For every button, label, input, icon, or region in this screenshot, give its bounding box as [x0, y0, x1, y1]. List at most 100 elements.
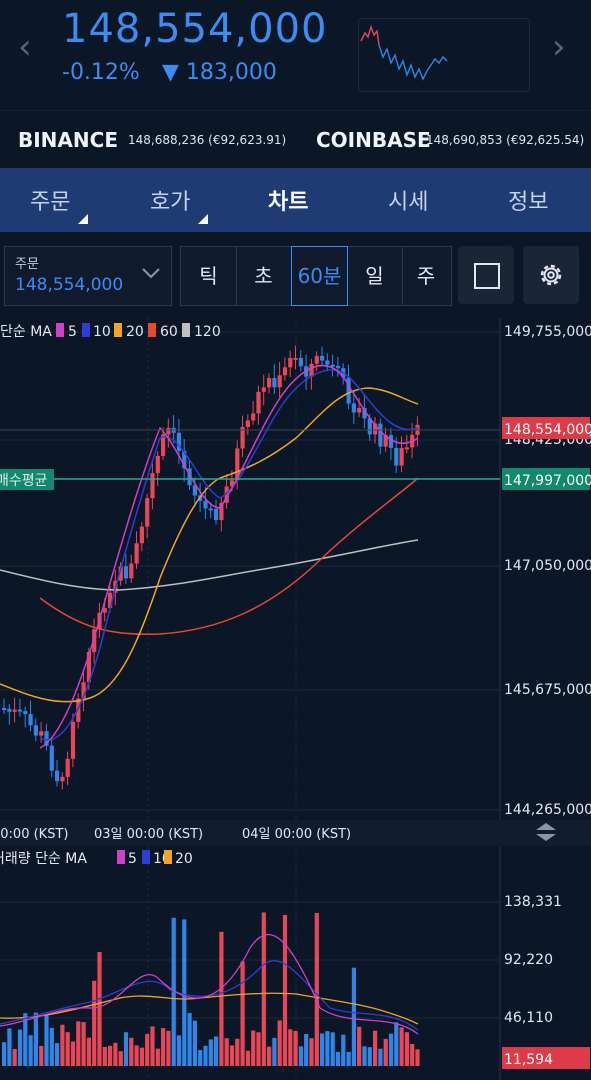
avg-buy-price-tag: 147,997,000 [504, 473, 591, 489]
vol-ma10-line [0, 960, 419, 1031]
volume-bar [404, 1032, 409, 1066]
vol-ma20-line [0, 992, 419, 1025]
price-tick: 147,050,000 [504, 558, 591, 574]
volume-bar [298, 1046, 303, 1066]
settings-button[interactable] [523, 246, 579, 304]
volume-bar [267, 1046, 272, 1066]
price-tick: 144,265,000 [504, 802, 591, 818]
candle [394, 447, 399, 466]
resize-handle-icon[interactable] [536, 823, 556, 841]
vol-ma5-label: 5 [128, 851, 137, 867]
candle [86, 652, 91, 683]
volume-bar [203, 1045, 208, 1066]
fullscreen-button[interactable] [458, 246, 514, 304]
candle [404, 447, 409, 450]
candle [76, 698, 81, 722]
ma120-line [0, 539, 419, 591]
volume-bar [214, 1036, 219, 1066]
volume-tick: 46,110 [504, 1010, 553, 1026]
chevron-down-icon [142, 268, 160, 279]
volume-bar [166, 1030, 171, 1066]
time-grid [147, 318, 297, 1078]
volume-bar [65, 1032, 70, 1066]
dropdown-corner-icon [198, 214, 208, 224]
candle [23, 711, 28, 715]
candle [298, 357, 303, 367]
candle [367, 418, 372, 435]
tab-info[interactable]: 정보 [508, 190, 549, 215]
tab-orderbook[interactable]: 호가 [150, 190, 191, 215]
candle [314, 355, 319, 364]
change-amount-wrap: ▼ 183,000 [162, 60, 277, 85]
volume-bar [272, 1037, 277, 1066]
current-price-tag: 148,554,000 [504, 422, 591, 438]
candle [309, 363, 314, 377]
candle [81, 682, 86, 699]
candle [176, 432, 182, 451]
candle [330, 364, 335, 367]
candle [2, 708, 7, 710]
candle [129, 563, 134, 579]
volume-bar [2, 1042, 7, 1066]
tab-order[interactable]: 주문 [30, 190, 71, 215]
volume-bar [415, 1049, 420, 1066]
volume-bar [235, 1038, 240, 1066]
candle [214, 508, 219, 521]
interval-tick[interactable]: 틱 [181, 247, 237, 305]
candle [288, 357, 293, 368]
candle [49, 745, 54, 771]
candle [261, 387, 266, 392]
candle [256, 391, 261, 414]
ma120-label: 120 [194, 324, 221, 340]
mini-price-chart[interactable] [358, 18, 530, 92]
volume-bar [17, 1029, 23, 1066]
ma60-label: 60 [160, 324, 178, 340]
ma20-swatch [114, 323, 122, 337]
candle [357, 408, 362, 413]
interval-60min[interactable]: 60분 [291, 246, 348, 306]
candle [219, 502, 224, 521]
volume-bar [341, 1034, 346, 1066]
volume-bar [145, 1033, 150, 1066]
interval-week[interactable]: 주 [416, 264, 436, 288]
tab-chart[interactable]: 차트 [268, 190, 309, 215]
exchange-value: 148,688,236 (€92,623.91) [128, 133, 287, 147]
volume-bar [335, 1051, 341, 1066]
vol-ma20-label: 20 [175, 851, 193, 867]
volume-bar [251, 1030, 256, 1066]
volume-bar [192, 1020, 197, 1066]
time-axis-bar [0, 820, 591, 846]
order-price-select[interactable]: 주문 148,554,000 [4, 246, 172, 306]
volume-bar [320, 1033, 325, 1066]
dropdown-corner-icon [78, 214, 88, 224]
volume-title: 거래량 단순 MA [0, 851, 87, 867]
volume-bar [229, 1045, 235, 1066]
prev-arrow-icon[interactable]: ‹ [18, 27, 32, 67]
tab-market[interactable]: 시세 [388, 190, 429, 215]
ma10-swatch [82, 323, 90, 337]
interval-second[interactable]: 초 [236, 247, 292, 305]
volume-bar [182, 919, 187, 1066]
candle [65, 758, 70, 777]
volume-bar [39, 1045, 44, 1066]
volume-bar [60, 1024, 65, 1066]
ma60-swatch [148, 323, 156, 337]
current-price-tag-bg [502, 417, 590, 439]
volume-tick: 138,331 [504, 894, 562, 910]
candle [224, 486, 229, 503]
next-arrow-icon[interactable]: › [552, 27, 566, 67]
ticker-header: ‹ › 148,554,000 -0.12% ▼ 183,000 [0, 0, 591, 110]
exchange-name: BINANCE [18, 128, 118, 152]
price-chart[interactable]: 단순 MA 5 10 20 60 120 매수평균 149,755,000 14… [0, 318, 591, 1080]
candle [335, 365, 341, 369]
candle [12, 709, 17, 712]
interval-day[interactable]: 일 [347, 247, 403, 305]
ma60-line [39, 477, 419, 636]
volume-bar [97, 951, 102, 1066]
volume-bars [2, 912, 420, 1066]
avg-buy-price-tag-bg [502, 468, 590, 490]
ma5-label: 5 [68, 324, 77, 340]
order-price: 148,554,000 [15, 275, 124, 295]
main-tabs: 주문 호가 차트 시세 정보 [0, 168, 591, 232]
ma5-line [39, 365, 419, 749]
